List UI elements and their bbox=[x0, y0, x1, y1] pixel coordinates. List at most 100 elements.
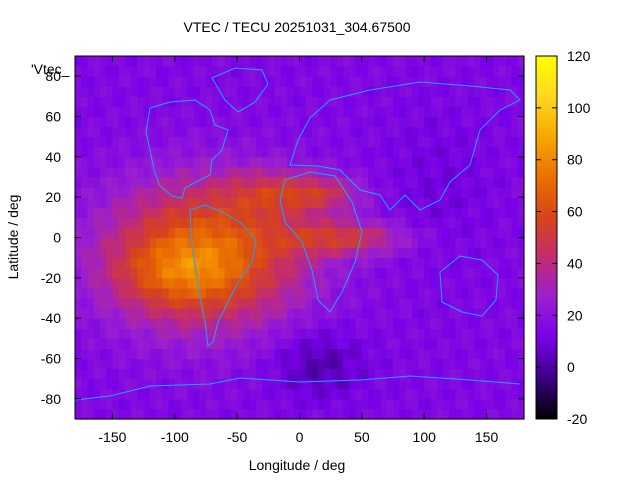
heatmap-cell bbox=[368, 338, 375, 350]
heatmap-cell bbox=[112, 348, 120, 360]
heatmap-cell bbox=[399, 398, 407, 410]
heatmap-cell bbox=[311, 408, 319, 420]
heatmap-cell bbox=[411, 348, 419, 360]
heatmap-cell bbox=[224, 126, 232, 138]
heatmap-cell bbox=[124, 358, 132, 370]
heatmap-cell bbox=[218, 56, 226, 67]
heatmap-cell bbox=[156, 368, 163, 380]
heatmap-cell bbox=[205, 358, 213, 370]
heatmap-cell bbox=[399, 318, 407, 329]
heatmap-cell bbox=[193, 277, 201, 289]
heatmap-cell bbox=[243, 328, 251, 339]
heatmap-cell bbox=[131, 56, 138, 67]
heatmap-cell bbox=[486, 66, 494, 77]
heatmap-cell bbox=[380, 358, 388, 370]
heatmap-cell bbox=[106, 86, 114, 97]
heatmap-cell bbox=[156, 217, 163, 229]
heatmap-cell bbox=[112, 237, 120, 249]
heatmap-cell bbox=[374, 257, 382, 269]
heatmap-cell bbox=[511, 207, 519, 218]
heatmap-cell bbox=[480, 116, 488, 128]
heatmap-cell bbox=[305, 217, 313, 229]
heatmap-cell bbox=[87, 348, 95, 360]
heatmap-cell bbox=[505, 227, 513, 239]
heatmap-cell bbox=[181, 247, 188, 259]
heatmap-cell bbox=[449, 86, 457, 97]
heatmap-cell bbox=[449, 287, 457, 299]
heatmap-cell bbox=[205, 197, 213, 208]
heatmap-cell bbox=[311, 156, 319, 168]
heatmap-cell bbox=[343, 328, 350, 339]
heatmap-cell bbox=[436, 257, 444, 269]
heatmap-cell bbox=[374, 318, 382, 329]
heatmap-cell bbox=[75, 227, 82, 239]
heatmap-cell bbox=[81, 187, 89, 198]
heatmap-cell bbox=[417, 197, 425, 208]
heatmap-cell bbox=[131, 207, 138, 218]
heatmap-cell bbox=[474, 257, 481, 269]
heatmap-cell bbox=[486, 277, 494, 289]
heatmap-cell bbox=[106, 318, 114, 329]
heatmap-cell bbox=[143, 368, 151, 380]
heatmap-cell bbox=[262, 217, 269, 229]
heatmap-cell bbox=[156, 398, 163, 410]
heatmap-cell bbox=[75, 116, 82, 128]
heatmap-cell bbox=[349, 116, 357, 128]
heatmap-cell bbox=[193, 106, 201, 118]
heatmap-cell bbox=[449, 166, 457, 178]
heatmap-cell bbox=[181, 136, 188, 148]
heatmap-cell bbox=[355, 166, 363, 178]
heatmap-cell bbox=[311, 227, 319, 239]
heatmap-cell bbox=[199, 207, 207, 218]
heatmap-cell bbox=[118, 398, 126, 410]
heatmap-cell bbox=[318, 368, 326, 380]
heatmap-cell bbox=[355, 298, 363, 309]
heatmap-cell bbox=[156, 66, 163, 77]
heatmap-cell bbox=[380, 247, 388, 259]
heatmap-cell bbox=[374, 96, 382, 108]
heatmap-cell bbox=[499, 298, 506, 309]
heatmap-cell bbox=[99, 287, 107, 299]
heatmap-cell bbox=[411, 287, 419, 299]
heatmap-cell bbox=[81, 166, 89, 178]
heatmap-cell bbox=[224, 408, 232, 420]
heatmap-cell bbox=[218, 197, 226, 208]
heatmap-cell bbox=[262, 177, 269, 188]
heatmap-cell bbox=[417, 398, 425, 410]
heatmap-cell bbox=[156, 338, 163, 350]
heatmap-cell bbox=[424, 96, 432, 108]
heatmap-cell bbox=[99, 328, 107, 339]
heatmap-cell bbox=[193, 116, 201, 128]
heatmap-cell bbox=[455, 237, 463, 249]
heatmap-cell bbox=[449, 126, 457, 138]
heatmap-cell bbox=[280, 257, 288, 269]
heatmap-cell bbox=[99, 166, 107, 178]
heatmap-cell bbox=[131, 116, 138, 128]
heatmap-cell bbox=[474, 136, 481, 148]
heatmap-cell bbox=[411, 197, 419, 208]
heatmap-cell bbox=[243, 358, 251, 370]
heatmap-cell bbox=[156, 227, 163, 239]
heatmap-cell bbox=[349, 318, 357, 329]
heatmap-cell bbox=[424, 277, 432, 289]
heatmap-cell bbox=[436, 207, 444, 218]
heatmap-cell bbox=[87, 66, 95, 77]
heatmap-cell bbox=[199, 287, 207, 299]
heatmap-cell bbox=[162, 257, 170, 269]
heatmap-cell bbox=[93, 217, 101, 229]
heatmap-cell bbox=[174, 388, 182, 400]
heatmap-cell bbox=[424, 207, 432, 218]
heatmap-cell bbox=[311, 378, 319, 390]
heatmap-cell bbox=[324, 267, 332, 279]
heatmap-cell bbox=[81, 66, 89, 77]
heatmap-cell bbox=[168, 126, 176, 138]
heatmap-cell bbox=[118, 237, 126, 249]
heatmap-cell bbox=[230, 398, 238, 410]
heatmap-cell bbox=[149, 348, 157, 360]
heatmap-cell bbox=[99, 126, 107, 138]
heatmap-cell bbox=[106, 277, 114, 289]
heatmap-cell bbox=[81, 287, 89, 299]
heatmap-cell bbox=[118, 116, 126, 128]
heatmap-cell bbox=[299, 378, 307, 390]
heatmap-cell bbox=[199, 358, 207, 370]
